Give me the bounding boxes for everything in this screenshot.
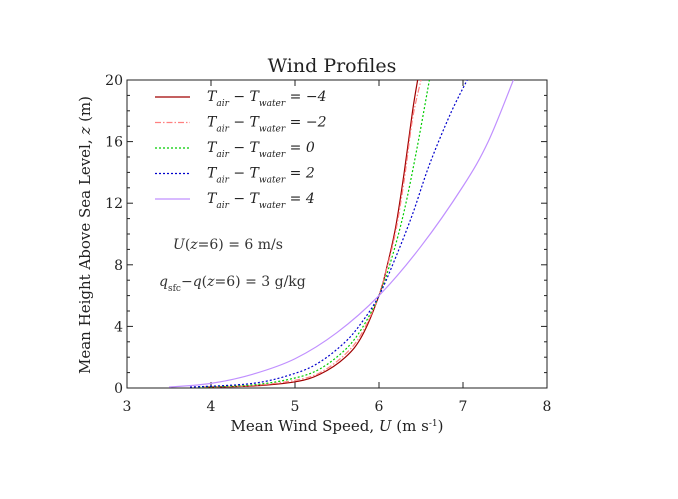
- x-tick-label: 8: [543, 399, 552, 415]
- plot-frame: [126, 79, 548, 389]
- axes: 3 4 5 6 7 8 0 4 8 12 16 20: [105, 73, 551, 415]
- legend: Tair − Twater = −4 Tair − Twater = −2 Tair…: [155, 89, 327, 211]
- x-tick-label: 7: [459, 399, 468, 415]
- y-tick-label: 16: [105, 135, 123, 151]
- series-layer: [168, 80, 514, 388]
- x-tick-label: 6: [375, 399, 384, 415]
- x-tick-label: 3: [123, 399, 132, 415]
- series-line-4: [168, 80, 514, 388]
- y-tick-label: 8: [114, 258, 123, 274]
- y-axis-label: Mean Height Above Sea Level, z (m): [76, 96, 94, 374]
- annotation-u-reference: U(z=6) = 6 m/s: [173, 237, 283, 253]
- annotation-block: U(z=6) = 6 m/s qsfc−q(z=6) = 3 g/kg: [159, 237, 306, 294]
- legend-label-1: Tair − Twater = −2: [207, 115, 327, 135]
- x-axis-label: Mean Wind Speed, U (m s-1): [231, 417, 444, 435]
- series-line-1: [202, 80, 422, 388]
- y-tick-label: 20: [105, 73, 123, 89]
- x-tick-label: 5: [291, 399, 300, 415]
- annotation-q-reference: qsfc−q(z=6) = 3 g/kg: [159, 274, 306, 294]
- series-line-3: [189, 80, 468, 388]
- legend-label-4: Tair − Twater = 4: [207, 191, 315, 211]
- y-tick-label: 12: [105, 196, 123, 212]
- legend-label-3: Tair − Twater = 2: [207, 166, 315, 186]
- x-tick-label: 4: [207, 399, 216, 415]
- chart-title: Wind Profiles: [268, 55, 397, 77]
- y-tick-label: 0: [114, 381, 123, 397]
- y-tick-label: 4: [114, 319, 123, 335]
- legend-label-0: Tair − Twater = −4: [207, 89, 326, 109]
- series-line-0: [206, 80, 419, 388]
- legend-label-2: Tair − Twater = 0: [207, 140, 315, 160]
